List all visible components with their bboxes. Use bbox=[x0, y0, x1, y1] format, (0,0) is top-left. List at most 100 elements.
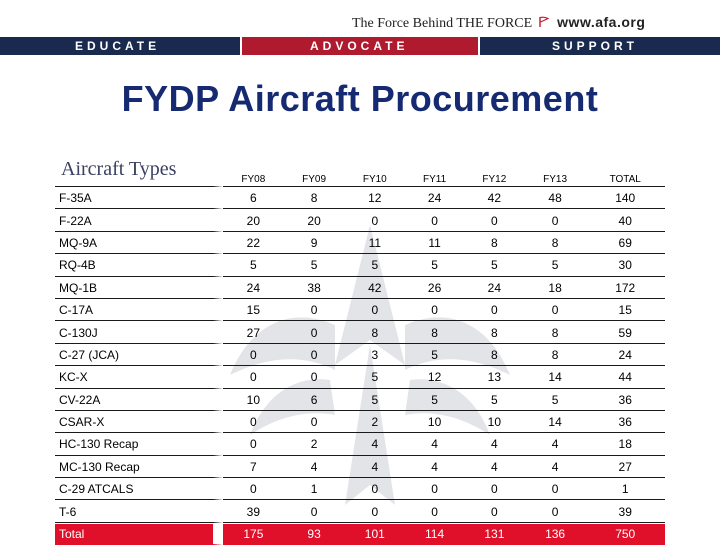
value-cell: 0 bbox=[344, 479, 406, 501]
total-cell: 30 bbox=[585, 255, 665, 277]
total-cell: 140 bbox=[585, 188, 665, 210]
value-cell: 0 bbox=[283, 412, 345, 434]
value-cell: 0 bbox=[283, 300, 345, 322]
band-educate: EDUCATE bbox=[0, 37, 240, 55]
value-cell: 1 bbox=[283, 479, 345, 501]
value-cell: 0 bbox=[524, 300, 586, 322]
value-cell: 20 bbox=[223, 210, 284, 232]
header-tagline: The Force Behind THE FORCE www.afa.org bbox=[352, 14, 645, 32]
value-cell: 2 bbox=[344, 412, 406, 434]
value-cell: 11 bbox=[405, 233, 464, 255]
total-cell: 18 bbox=[585, 434, 665, 456]
band-label: EDUCATE bbox=[75, 39, 161, 53]
tagline-text: The Force Behind THE FORCE bbox=[352, 16, 533, 31]
value-cell: 0 bbox=[223, 412, 284, 434]
total-cell: 15 bbox=[585, 300, 665, 322]
value-cell: 8 bbox=[464, 233, 525, 255]
value-cell: 8 bbox=[344, 322, 406, 344]
value-cell: 5 bbox=[464, 390, 525, 411]
value-cell: 4 bbox=[524, 434, 586, 456]
value-cell: 9 bbox=[283, 233, 345, 255]
value-cell: 22 bbox=[223, 233, 284, 255]
value-cell: 8 bbox=[524, 322, 586, 344]
value-cell: 5 bbox=[344, 390, 406, 411]
value-cell: 4 bbox=[464, 434, 525, 456]
value-cell: 11 bbox=[344, 233, 406, 255]
band-label: SUPPORT bbox=[552, 39, 639, 53]
aircraft-type-cell: MQ-9A bbox=[55, 232, 223, 255]
aircraft-type-cell: RQ-4B bbox=[55, 255, 223, 277]
value-cell: 8 bbox=[464, 345, 525, 367]
aircraft-type-cell: Total bbox=[55, 523, 223, 546]
value-cell: 5 bbox=[283, 255, 345, 277]
value-cell: 5 bbox=[524, 390, 586, 411]
value-cell: 6 bbox=[283, 390, 345, 411]
total-cell: 750 bbox=[585, 523, 665, 546]
total-cell: 39 bbox=[585, 501, 665, 523]
value-cell: 5 bbox=[405, 255, 464, 277]
value-cell: 38 bbox=[283, 278, 345, 299]
column-header: FY10 bbox=[344, 153, 406, 187]
value-cell: 5 bbox=[344, 367, 406, 389]
value-cell: 10 bbox=[405, 412, 464, 434]
value-cell: 24 bbox=[223, 278, 284, 299]
value-cell: 5 bbox=[464, 255, 525, 277]
value-cell: 13 bbox=[464, 367, 525, 389]
total-cell: 1 bbox=[585, 479, 665, 501]
band-label: ADVOCATE bbox=[310, 39, 409, 53]
total-cell: 69 bbox=[585, 233, 665, 255]
table-row: F-35A 6 8 12 24 42 48 140 bbox=[55, 188, 665, 210]
value-cell: 0 bbox=[524, 210, 586, 232]
table-row: F-22A 20 20 0 0 0 0 40 bbox=[55, 210, 665, 232]
column-header: FY11 bbox=[405, 153, 464, 187]
value-cell: 5 bbox=[405, 390, 464, 411]
table-row: HC-130 Recap 0 2 4 4 4 4 18 bbox=[55, 434, 665, 456]
value-cell: 0 bbox=[464, 479, 525, 501]
value-cell: 4 bbox=[344, 457, 406, 479]
value-cell: 4 bbox=[464, 457, 525, 479]
total-cell: 36 bbox=[585, 412, 665, 434]
value-cell: 136 bbox=[524, 523, 586, 546]
value-cell: 48 bbox=[524, 188, 586, 210]
value-cell: 24 bbox=[464, 278, 525, 299]
afa-emblem-watermark-icon bbox=[230, 225, 510, 505]
value-cell: 0 bbox=[405, 210, 464, 232]
value-cell: 10 bbox=[464, 412, 525, 434]
value-cell: 0 bbox=[344, 300, 406, 322]
value-cell: 12 bbox=[344, 188, 406, 210]
aircraft-type-cell: F-35A bbox=[55, 188, 223, 210]
band-support: SUPPORT bbox=[480, 37, 720, 55]
value-cell: 0 bbox=[344, 501, 406, 523]
value-cell: 3 bbox=[344, 345, 406, 367]
value-cell: 5 bbox=[223, 255, 284, 277]
aircraft-type-cell: C-130J bbox=[55, 322, 223, 344]
aircraft-type-cell: CV-22A bbox=[55, 389, 223, 411]
value-cell: 114 bbox=[405, 523, 464, 546]
value-cell: 42 bbox=[464, 188, 525, 210]
aircraft-type-cell: KC-X bbox=[55, 367, 223, 389]
table-row: MQ-1B 24 38 42 26 24 18 172 bbox=[55, 277, 665, 299]
table-row: MQ-9A 22 9 11 11 8 8 69 bbox=[55, 232, 665, 255]
value-cell: 0 bbox=[223, 367, 284, 389]
aircraft-type-cell: F-22A bbox=[55, 210, 223, 232]
table-row: T-6 39 0 0 0 0 0 39 bbox=[55, 501, 665, 523]
table-row: RQ-4B 5 5 5 5 5 5 30 bbox=[55, 255, 665, 277]
value-cell: 0 bbox=[524, 479, 586, 501]
value-cell: 0 bbox=[283, 322, 345, 344]
aircraft-type-cell: C-17A bbox=[55, 299, 223, 322]
value-cell: 12 bbox=[405, 367, 464, 389]
value-cell: 27 bbox=[223, 322, 284, 344]
value-cell: 24 bbox=[405, 188, 464, 210]
value-cell: 0 bbox=[283, 345, 345, 367]
value-cell: 0 bbox=[464, 210, 525, 232]
value-cell: 14 bbox=[524, 412, 586, 434]
column-header: FY08 bbox=[223, 153, 284, 187]
value-cell: 0 bbox=[524, 501, 586, 523]
aircraft-type-cell: HC-130 Recap bbox=[55, 434, 223, 456]
value-cell: 0 bbox=[283, 501, 345, 523]
website-link[interactable]: www.afa.org bbox=[557, 14, 646, 30]
aircraft-type-cell: CSAR-X bbox=[55, 411, 223, 434]
total-cell: 40 bbox=[585, 210, 665, 232]
value-cell: 5 bbox=[524, 255, 586, 277]
table-row: CSAR-X 0 0 2 10 10 14 36 bbox=[55, 411, 665, 434]
